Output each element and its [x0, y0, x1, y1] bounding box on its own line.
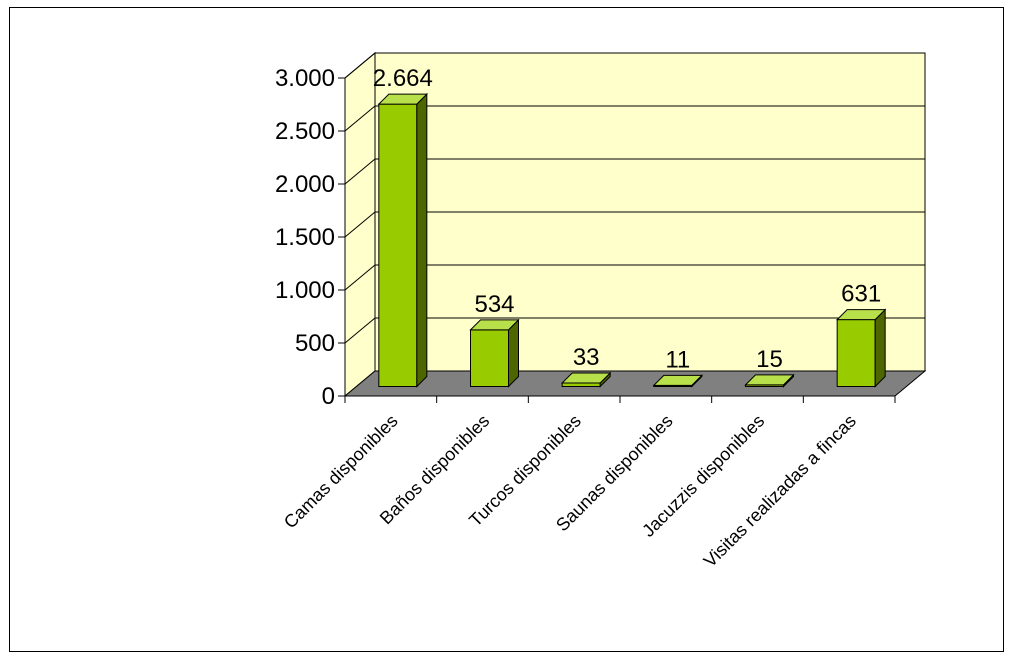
bar [835, 308, 887, 388]
gridline-side [344, 52, 376, 79]
bar [377, 92, 429, 388]
y-tick-label: 1.000 [275, 277, 335, 304]
y-tick-label: 0 [322, 383, 335, 410]
gridline-side [344, 264, 376, 291]
y-tick-label: 2.000 [275, 171, 335, 198]
y-tick-label: 500 [295, 330, 335, 357]
gridline-side [344, 317, 376, 344]
bar-front [470, 329, 509, 387]
gridline-side [344, 105, 376, 132]
bar [744, 373, 795, 388]
y-tick-label: 1.500 [275, 224, 335, 251]
data-label: 631 [841, 281, 881, 308]
y-tick-label: 2.500 [275, 118, 335, 145]
bar [469, 318, 520, 388]
gridline-side [344, 158, 376, 185]
bar-front [836, 319, 876, 388]
y-tick-label: 3.000 [275, 65, 335, 92]
bar [560, 371, 612, 388]
bar-top [835, 309, 887, 321]
bar-front [378, 103, 418, 387]
gridline-side [344, 211, 376, 238]
bar [652, 374, 704, 388]
bar-top [560, 372, 612, 384]
bar-top [652, 374, 704, 386]
bar-side [416, 92, 428, 388]
data-label: 534 [474, 291, 514, 318]
data-label: 15 [756, 346, 783, 373]
bar-front [561, 382, 601, 388]
data-label: 11 [665, 346, 690, 373]
bar-top [744, 374, 795, 386]
x-tick-label: Visitas realizadas a fincas [700, 411, 860, 571]
data-label: 33 [573, 344, 600, 371]
bar-side [508, 318, 519, 388]
bar-side [874, 308, 886, 388]
data-label: 2.664 [373, 65, 433, 92]
bar-top [469, 319, 520, 331]
bar-top [377, 93, 429, 105]
